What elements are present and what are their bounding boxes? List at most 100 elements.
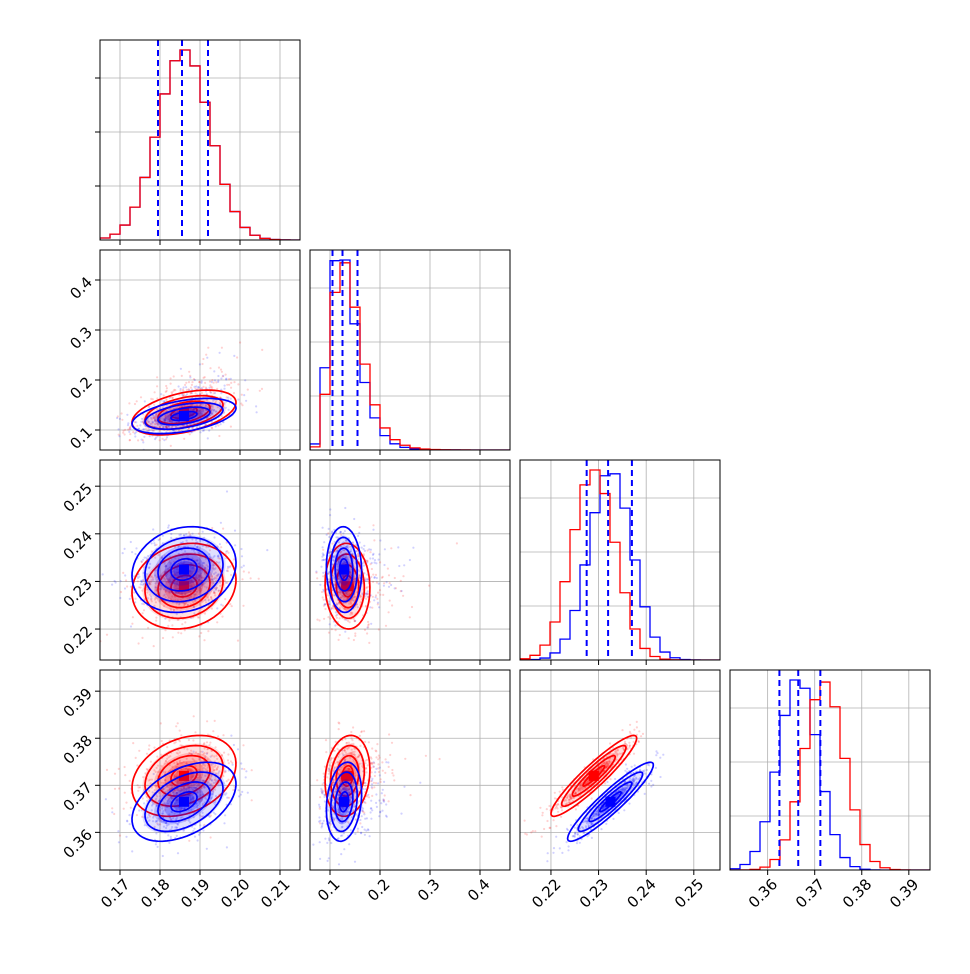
scatter-point	[147, 429, 149, 431]
scatter-point	[566, 841, 568, 843]
scatter-point	[114, 773, 116, 775]
scatter-point	[207, 347, 209, 349]
scatter-point	[153, 542, 155, 544]
scatter-point	[371, 568, 373, 570]
scatter-point	[142, 612, 144, 614]
scatter-point	[372, 554, 374, 556]
scatter-point	[209, 367, 211, 369]
scatter-point	[327, 770, 329, 772]
tick-marks-2-1	[330, 660, 480, 665]
scatter-point	[378, 799, 380, 801]
scatter-point	[371, 607, 373, 609]
scatter-point	[323, 820, 325, 822]
scatter-point	[129, 780, 131, 782]
scatter-point	[377, 767, 379, 769]
scatter-point	[384, 772, 386, 774]
scatter-point	[167, 834, 169, 836]
scatter-point	[132, 742, 134, 744]
scatter-point	[648, 783, 650, 785]
scatter-point	[234, 530, 236, 532]
scatter-point	[155, 620, 157, 622]
scatter-point	[322, 572, 324, 574]
scatter-point	[338, 728, 340, 730]
scatter-point	[367, 621, 369, 623]
scatter-point	[369, 606, 371, 608]
scatter-point	[238, 789, 240, 791]
scatter-point	[633, 753, 635, 755]
scatter-point	[351, 737, 353, 739]
scatter-point	[114, 788, 116, 790]
scatter-point	[202, 531, 204, 533]
scatter-point	[403, 564, 405, 566]
scatter-point	[366, 632, 368, 634]
scatter-point	[380, 802, 382, 804]
scatter-point	[378, 628, 380, 630]
scatter-point	[320, 566, 322, 568]
scatter-point	[409, 616, 411, 618]
scatter-point	[385, 625, 387, 627]
scatter-point	[160, 393, 162, 395]
scatter-point	[194, 388, 196, 390]
scatter-point	[191, 384, 193, 386]
scatter-point	[139, 424, 141, 426]
scatter-point	[243, 565, 245, 567]
scatter-point	[135, 547, 137, 549]
scatter-point	[167, 527, 169, 529]
scatter-point	[638, 730, 640, 732]
scatter-point	[185, 386, 187, 388]
scatter-point	[591, 837, 593, 839]
scatter-point	[181, 375, 183, 377]
scatter-point	[368, 642, 370, 644]
scatter-point	[230, 398, 232, 400]
scatter-point	[186, 389, 188, 391]
scatter-point	[318, 804, 320, 806]
scatter-point	[162, 637, 164, 639]
scatter-point	[196, 426, 198, 428]
tick-marks-3-1	[330, 870, 480, 875]
scatter-point	[373, 782, 375, 784]
scatter-point	[388, 800, 390, 802]
scatter-point	[143, 603, 145, 605]
scatter-point	[404, 758, 406, 760]
scatter-point	[344, 530, 346, 532]
scatter-point	[220, 423, 222, 425]
scatter-point	[370, 623, 372, 625]
scatter-point	[389, 600, 391, 602]
scatter-point	[126, 414, 128, 416]
scatter-point	[134, 553, 136, 555]
scatter-point	[155, 544, 157, 546]
scatter-point	[213, 370, 215, 372]
scatter-point	[166, 746, 168, 748]
scatter-point	[216, 607, 218, 609]
scatter-point	[375, 562, 377, 564]
scatter-point	[120, 580, 122, 582]
scatter-point	[380, 781, 382, 783]
scatter-point	[322, 559, 324, 561]
scatter-point	[255, 405, 257, 407]
scatter-point	[122, 572, 124, 574]
scatter-point	[326, 588, 328, 590]
scatter-point	[367, 828, 369, 830]
scatter-point	[130, 807, 132, 809]
scatter-point	[160, 722, 162, 724]
scatter-point	[350, 829, 352, 831]
scatter-point	[179, 390, 181, 392]
scatter-point	[156, 376, 158, 378]
scatter-point	[190, 387, 192, 389]
scatter-point	[238, 795, 240, 797]
scatter-point	[233, 355, 235, 357]
scatter-point	[131, 551, 133, 553]
scatter-point	[168, 842, 170, 844]
scatter-point	[155, 832, 157, 834]
scatter-point	[143, 802, 145, 804]
scatter-point	[316, 577, 318, 579]
scatter-point	[233, 744, 235, 746]
scatter-point	[325, 751, 327, 753]
scatter-point	[208, 429, 210, 431]
scatter-point	[568, 845, 570, 847]
scatter-point	[117, 830, 119, 832]
scatter-point	[409, 559, 411, 561]
scatter-point	[96, 813, 98, 815]
scatter-point	[177, 722, 179, 724]
scatter-point	[215, 425, 217, 427]
